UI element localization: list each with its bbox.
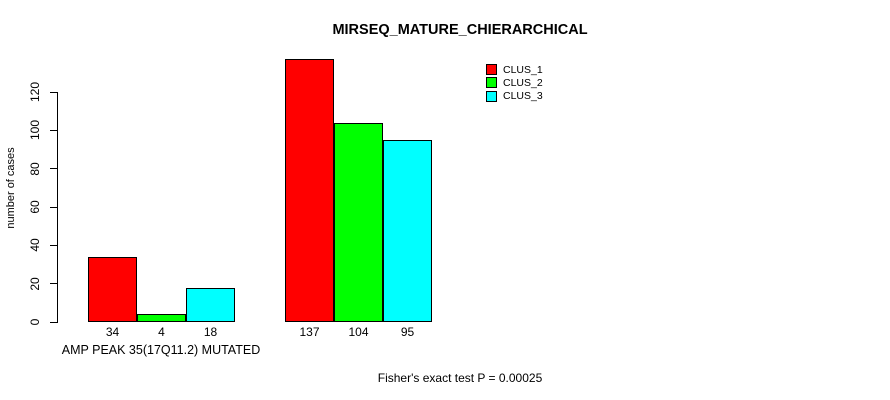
chart-title: MIRSEQ_MATURE_CHIERARCHICAL [332, 22, 588, 38]
y-tick [50, 283, 58, 285]
legend: CLUS_1 CLUS_2 CLUS_3 [486, 63, 543, 103]
bar-value-label: 137 [299, 325, 320, 339]
legend-label: CLUS_2 [503, 76, 543, 89]
bar-value-label: 4 [158, 325, 165, 339]
bar-clus_3-group-1 [186, 287, 235, 322]
y-tick [50, 91, 58, 93]
y-axis-label: number of cases [5, 147, 17, 229]
y-tick [50, 129, 58, 131]
y-tick-label: 0 [28, 318, 42, 326]
fisher-test-annotation: Fisher's exact test P = 0.00025 [377, 371, 543, 385]
bar-value-label: 34 [105, 325, 120, 339]
legend-label: CLUS_1 [503, 63, 543, 76]
bar-clus_1-group-2 [285, 59, 334, 322]
legend-swatch-clus_3 [486, 90, 497, 102]
legend-item-clus_3: CLUS_3 [486, 90, 543, 103]
legend-item-clus_2: CLUS_2 [486, 76, 543, 89]
y-tick [50, 244, 58, 246]
bar-clus_1-group-1 [88, 256, 137, 322]
bar-value-label: 104 [348, 325, 369, 339]
y-tick-label: 80 [28, 161, 42, 176]
y-tick-label: 40 [28, 238, 42, 253]
legend-item-clus_1: CLUS_1 [486, 63, 543, 76]
y-tick-label: 120 [28, 81, 42, 103]
bar-value-label: 18 [203, 325, 218, 339]
legend-swatch-clus_2 [486, 77, 497, 89]
bar-clus_2-group-2 [334, 122, 383, 322]
bar-value-label: 95 [400, 325, 415, 339]
y-tick [50, 321, 58, 323]
bar-clus_3-group-2 [383, 139, 432, 322]
legend-swatch-clus_1 [486, 64, 497, 76]
bar-clus_2-group-1 [137, 314, 186, 322]
x-category-label: AMP PEAK 35(17Q11.2) MUTATED [61, 343, 261, 357]
y-tick [50, 168, 58, 170]
y-tick-label: 20 [28, 276, 42, 291]
y-tick [50, 206, 58, 208]
y-tick-label: 60 [28, 200, 42, 214]
y-tick-label: 100 [28, 120, 42, 141]
legend-label: CLUS_3 [503, 90, 543, 103]
y-axis-line [57, 92, 58, 323]
